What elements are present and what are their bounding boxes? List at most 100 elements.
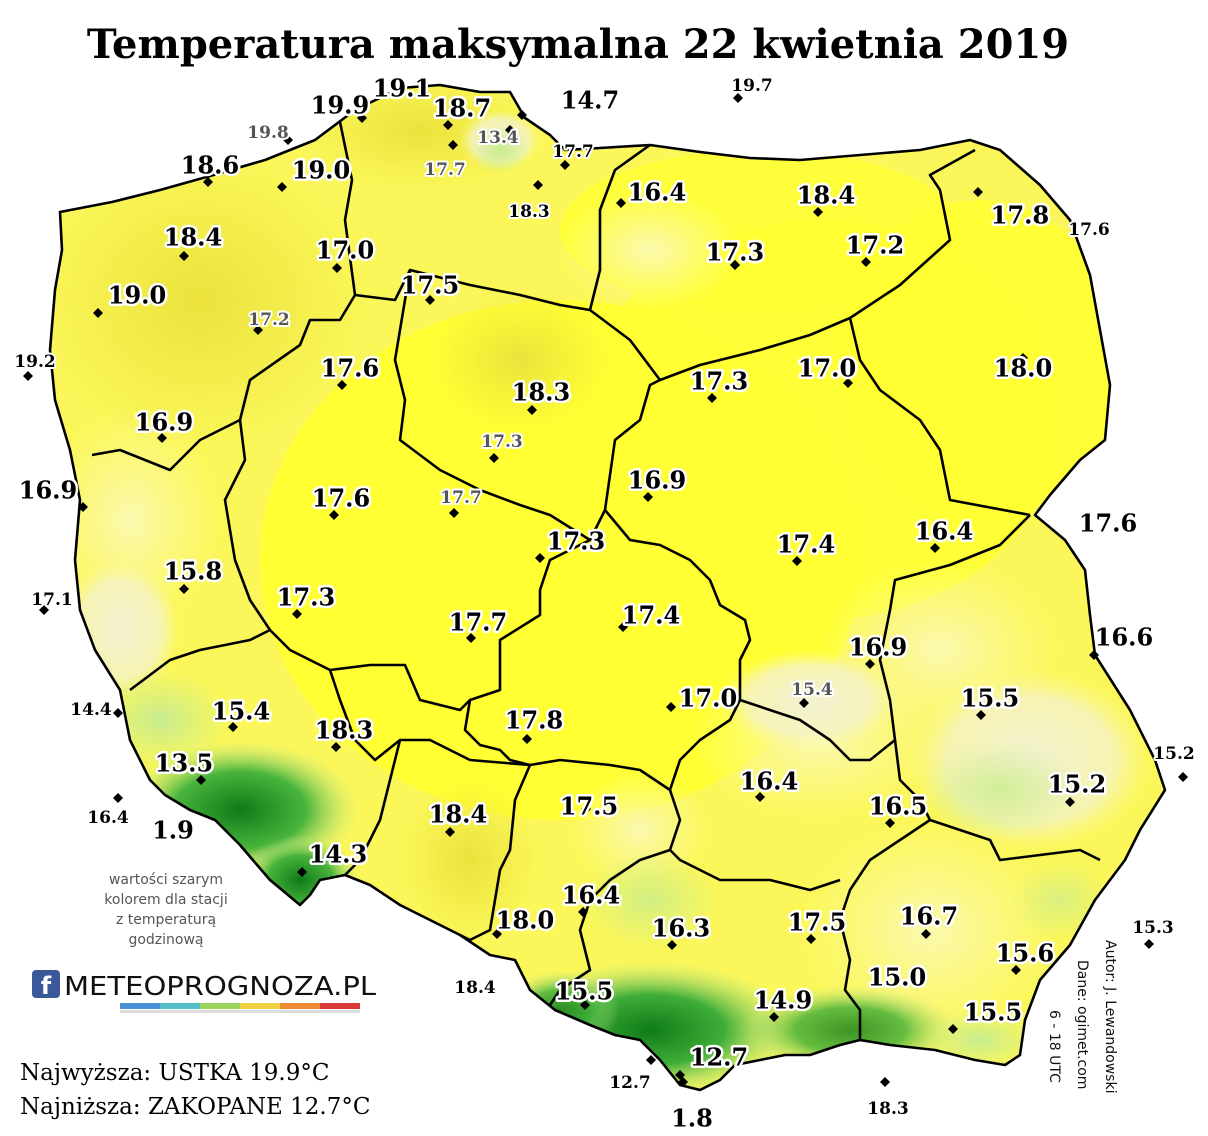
- station-value: 16.9: [19, 476, 77, 505]
- station-marker: [332, 263, 342, 273]
- note-line-4: godzinową: [128, 932, 203, 948]
- station-56: 15.2: [1045, 767, 1109, 807]
- station-marker: [667, 940, 677, 950]
- station-value: 17.0: [316, 236, 374, 265]
- station-34: 17.6: [309, 481, 373, 520]
- station-value: 18.3: [315, 716, 373, 745]
- station-50: 17.0: [666, 681, 740, 715]
- station-43: 17.7: [446, 605, 510, 643]
- station-value: 15.2: [1153, 744, 1194, 764]
- station-marker: [196, 775, 206, 785]
- station-53: 17.8: [502, 703, 566, 744]
- station-value: 18.3: [512, 378, 570, 407]
- station-marker: [643, 492, 653, 502]
- stations-layer: 19.919.118.7 14.7 19.7 19.8 13.4 17.7 18.6 19.0…: [12, 71, 1196, 1135]
- station-marker: [578, 907, 588, 917]
- station-marker: [976, 710, 986, 720]
- station-marker: [527, 405, 537, 415]
- note-line-3: z temperaturą: [116, 912, 216, 928]
- station-32: 16.9: [16, 473, 88, 512]
- station-value: 17.4: [777, 530, 835, 559]
- station-marker: [843, 378, 853, 388]
- station-value-gray: 17.3: [481, 432, 522, 452]
- station-51: 15.4: [789, 678, 835, 708]
- station-value: 19.1: [373, 74, 431, 103]
- station-marker: [113, 793, 123, 803]
- station-marker: [678, 1077, 688, 1087]
- station-marker: [1065, 797, 1075, 807]
- station-55: 16.4: [737, 764, 801, 802]
- station-marker: [157, 433, 167, 443]
- station-value: 17.6: [1068, 220, 1109, 240]
- station-23: 17.2: [246, 308, 292, 335]
- note-line-2: kolorem dla stacji: [104, 892, 227, 908]
- station-value: 17.3: [547, 527, 605, 556]
- logo-background: [60, 970, 380, 998]
- station-value: 17.0: [679, 684, 737, 713]
- station-14: 18.3: [506, 180, 552, 224]
- station-value: 16.9: [849, 633, 907, 662]
- station-marker: [885, 818, 895, 828]
- station-value: 15.5: [555, 977, 613, 1006]
- station-66: 16.3: [649, 911, 713, 950]
- station-value-gray: 19.8: [247, 123, 288, 143]
- station-70: 15.6: [993, 936, 1057, 975]
- station-marker: [203, 177, 213, 187]
- map-title: Temperatura maksymalna 22 kwietnia 2019: [87, 21, 1069, 68]
- meteoprognoza-logo[interactable]: f METEOPROGNOZA.PL: [32, 970, 380, 1013]
- station-marker: [425, 295, 435, 305]
- station-marker: [93, 308, 103, 318]
- station-value: 18.4: [429, 800, 487, 829]
- station-value: 17.0: [798, 354, 856, 383]
- station-64: 16.4: [559, 878, 623, 917]
- station-marker: [443, 120, 453, 130]
- station-value: 17.5: [788, 908, 846, 937]
- station-35: 17.7: [438, 486, 484, 518]
- station-marker: [880, 1077, 890, 1087]
- station-21: 19.0: [93, 278, 169, 318]
- station-marker: [580, 1000, 590, 1010]
- station-value: 16.4: [740, 767, 798, 796]
- station-marker: [733, 93, 743, 103]
- station-42: 17.3: [274, 580, 338, 619]
- station-marker: [466, 633, 476, 643]
- station-marker: [666, 702, 676, 712]
- station-24: 19.2: [12, 350, 58, 381]
- station-marker: [517, 110, 527, 120]
- station-76: 12.7: [675, 1040, 751, 1080]
- station-15: 17.8: [973, 187, 1052, 232]
- station-value: 16.4: [628, 178, 686, 207]
- station-28: 17.0: [795, 351, 859, 388]
- station-68: 16.7: [897, 899, 961, 939]
- station-3: 14.7: [517, 83, 622, 120]
- station-20: 17.2: [843, 228, 907, 267]
- station-27: 17.3: [687, 364, 751, 403]
- station-7: 17.7: [550, 140, 596, 170]
- station-value: 18.3: [508, 202, 549, 222]
- station-19: 17.3: [703, 235, 767, 270]
- station-value: 19.0: [292, 156, 350, 185]
- station-marker: [769, 1012, 779, 1022]
- station-16: 17.6: [1066, 218, 1111, 242]
- station-value: 16.9: [135, 408, 193, 437]
- station-value: 18.4: [164, 223, 222, 252]
- station-value: 17.7: [552, 142, 593, 162]
- station-73: 15.0: [865, 960, 928, 994]
- station-8: 18.6: [178, 148, 242, 187]
- station-value: 16.4: [87, 808, 129, 828]
- station-marker: [448, 140, 458, 150]
- station-marker: [730, 260, 740, 270]
- station-value: 18.0: [496, 906, 554, 935]
- station-69: 15.3: [1130, 916, 1176, 949]
- station-value: 19.0: [108, 281, 166, 310]
- station-36: 17.3: [535, 524, 608, 563]
- credit-source: Dane: ogimet.com: [1074, 960, 1090, 1089]
- facebook-icon[interactable]: [32, 970, 60, 998]
- station-58: 16.4: [85, 793, 131, 830]
- station-marker: [331, 742, 341, 752]
- station-value: 14.4: [70, 700, 112, 720]
- station-value: 17.5: [401, 271, 459, 300]
- station-38: 16.4: [912, 514, 976, 553]
- station-39: 17.6: [1076, 506, 1139, 540]
- station-marker: [113, 708, 123, 718]
